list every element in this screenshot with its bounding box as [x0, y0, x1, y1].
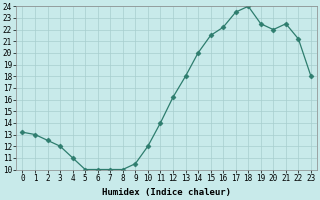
X-axis label: Humidex (Indice chaleur): Humidex (Indice chaleur) [102, 188, 231, 197]
